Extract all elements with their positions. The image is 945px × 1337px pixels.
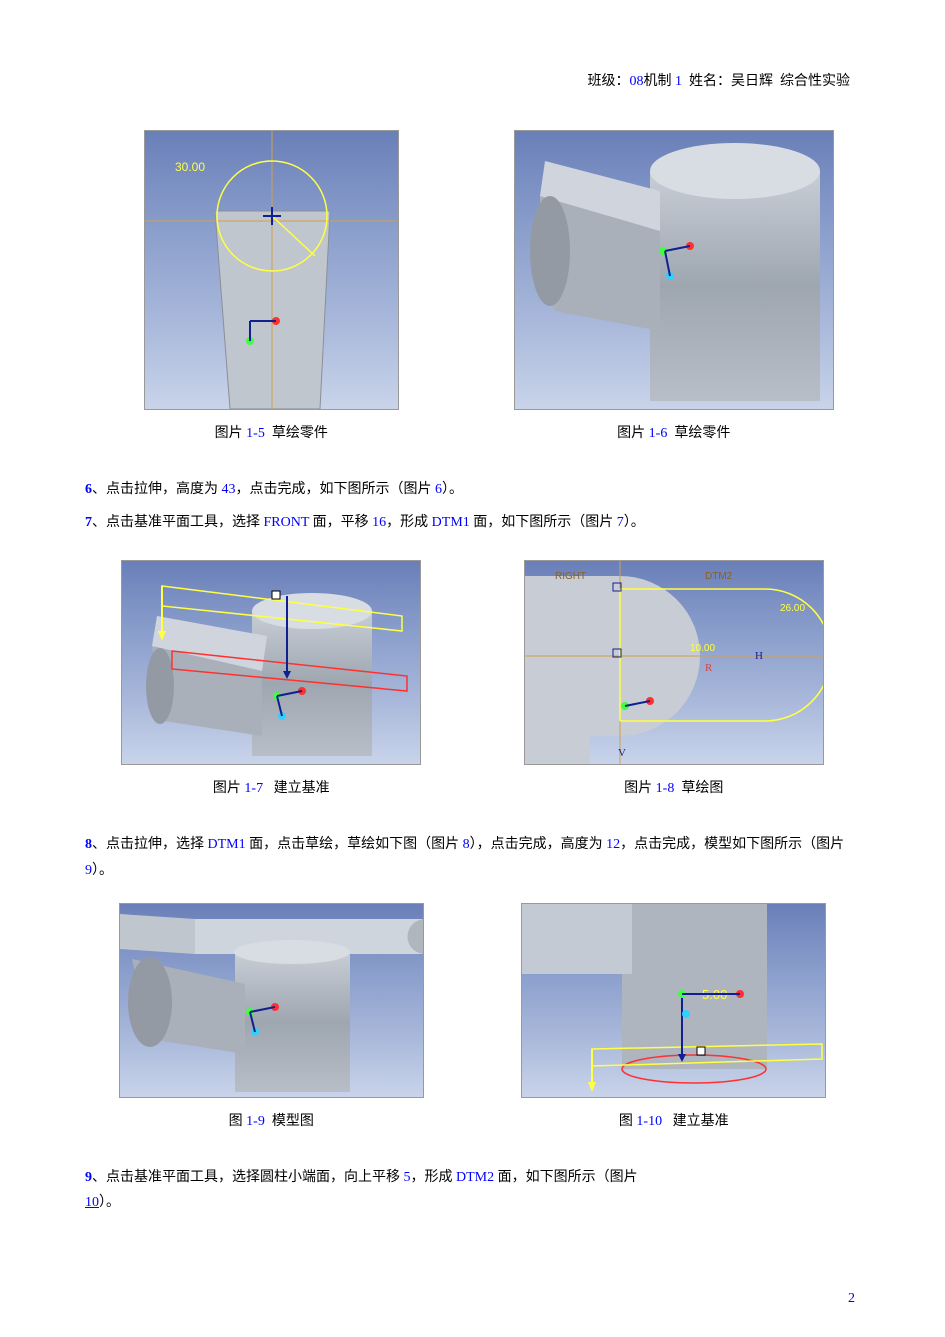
svg-text:H: H <box>755 650 763 662</box>
page-number: 2 <box>848 1291 855 1307</box>
caption-1-7: 图片 1-7 建立基准 <box>213 777 330 797</box>
sketch-1-10-svg: 5.00 <box>522 904 826 1098</box>
paragraph-8: 8、点击拉伸，选择 DTM1 面，点击草绘，草绘如下图（图片 8），点击完成，高… <box>85 832 860 882</box>
svg-text:R: R <box>705 662 713 674</box>
svg-text:10.00: 10.00 <box>690 643 715 654</box>
paragraph-7: 7、点击基准平面工具，选择 FRONT 面，平移 16，形成 DTM1 面，如下… <box>85 510 860 535</box>
sketch-1-7-svg <box>122 561 421 765</box>
caption-1-9: 图 1-9 模型图 <box>229 1110 314 1130</box>
sketch-1-9-svg <box>120 904 424 1098</box>
svg-text:DTM2: DTM2 <box>705 571 733 582</box>
cad-view-1-8: RIGHT DTM2 26.00 10.00 H R <box>524 560 824 765</box>
caption-1-6: 图片 1-6 草绘零件 <box>617 422 730 442</box>
figure-row-1: 30.00 图片 1-5 草绘零件 <box>85 130 860 467</box>
cad-view-1-10: 5.00 <box>521 903 826 1098</box>
cad-view-1-7 <box>121 560 421 765</box>
page-header: 班级：08机制 1 姓名：吴日辉 综合性实验 <box>85 70 860 90</box>
sketch-1-5-svg: 30.00 <box>145 131 399 410</box>
figure-1-10: 5.00 图 1-10 建立基准 <box>488 903 861 1155</box>
figure-1-8: RIGHT DTM2 26.00 10.00 H R <box>488 560 861 822</box>
caption-1-8: 图片 1-8 草绘图 <box>624 777 723 797</box>
figure-1-5: 30.00 图片 1-5 草绘零件 <box>85 130 458 467</box>
exp-label: 综合性实验 <box>780 74 850 89</box>
class-num: 1 <box>675 74 682 89</box>
svg-text:V: V <box>618 747 626 759</box>
cad-view-1-5: 30.00 <box>144 130 399 410</box>
class-label: 班级： <box>588 74 630 89</box>
figure-1-7: 图片 1-7 建立基准 <box>85 560 458 822</box>
caption-1-10: 图 1-10 建立基准 <box>619 1110 729 1130</box>
class-suffix: 机制 <box>644 74 672 89</box>
figure-row-3: 图 1-9 模型图 <box>85 903 860 1155</box>
cad-view-1-9 <box>119 903 424 1098</box>
svg-text:RIGHT: RIGHT <box>555 571 586 582</box>
svg-text:26.00: 26.00 <box>780 603 805 614</box>
sketch-1-6-svg <box>515 131 834 410</box>
figure-1-9: 图 1-9 模型图 <box>85 903 458 1155</box>
sketch-1-8-svg: RIGHT DTM2 26.00 10.00 H R <box>525 561 824 765</box>
class-value: 08 <box>630 74 644 89</box>
figure-row-2: 图片 1-7 建立基准 RIGHT DTM2 26.00 <box>85 560 860 822</box>
name-label: 姓名：吴日辉 <box>689 74 773 89</box>
figure-1-6: 图片 1-6 草绘零件 <box>488 130 861 467</box>
caption-1-5: 图片 1-5 草绘零件 <box>215 422 328 442</box>
paragraph-6: 6、点击拉伸，高度为 43，点击完成，如下图所示（图片 6）。 <box>85 477 860 502</box>
paragraph-9: 9、点击基准平面工具，选择圆柱小端面，向上平移 5，形成 DTM2 面，如下图所… <box>85 1165 860 1215</box>
cad-view-1-6 <box>514 130 834 410</box>
dim-30: 30.00 <box>175 160 205 174</box>
